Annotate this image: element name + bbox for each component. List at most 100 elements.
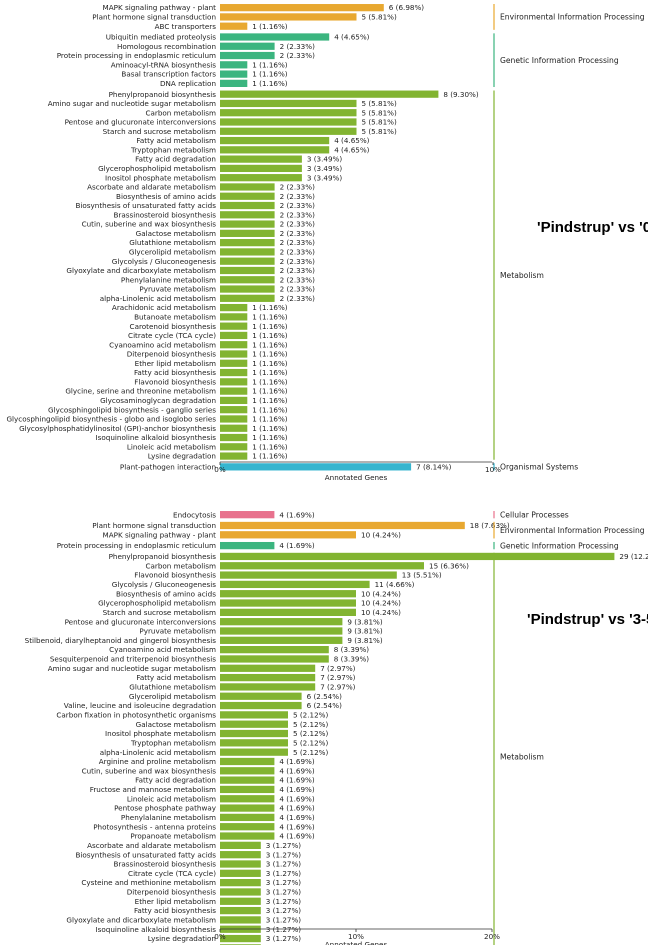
bar	[220, 655, 329, 663]
bar	[220, 220, 275, 228]
category-label: Glyoxylate and dicarboxylate metabolism	[66, 916, 216, 925]
bar	[220, 359, 248, 367]
data-label: 3 (1.27%)	[266, 906, 301, 915]
data-label: 1 (1.16%)	[252, 377, 287, 386]
data-label: 2 (2.33%)	[280, 285, 315, 294]
data-label: 2 (2.33%)	[280, 220, 315, 229]
bar	[220, 127, 357, 135]
category-label: Citrate cycle (TCA cycle)	[128, 869, 216, 878]
category-label: Lysine degradation	[148, 452, 216, 461]
data-label: 2 (2.33%)	[280, 183, 315, 192]
category-label: Linoleic acid metabolism	[127, 794, 216, 803]
bar	[220, 776, 275, 784]
category-label: Diterpenoid biosynthesis	[127, 350, 217, 359]
bar	[220, 897, 261, 905]
category-label: Valine, leucine and isoleucine degradati…	[64, 701, 216, 710]
category-label: Propanoate metabolism	[130, 832, 216, 841]
category-label: Phenylalanine metabolism	[121, 275, 216, 284]
data-label: 4 (1.69%)	[279, 757, 314, 766]
bar	[220, 934, 261, 943]
data-label: 9 (3.81%)	[347, 636, 382, 645]
data-label: 1 (1.16%)	[252, 322, 287, 331]
bar	[220, 350, 248, 358]
bar	[220, 70, 248, 78]
category-label: Pentose phosphate pathway	[114, 804, 217, 813]
category-label: Plant hormone signal transduction	[92, 521, 216, 530]
category-label: Ubiquitin mediated proteolysis	[106, 33, 216, 42]
bar	[220, 590, 356, 598]
data-label: 2 (2.33%)	[280, 210, 315, 219]
category-label: Diterpenoid biosynthesis	[127, 888, 217, 897]
category-label: Ether lipid metabolism	[135, 897, 216, 906]
data-label: 1 (1.16%)	[252, 368, 287, 377]
bar	[220, 285, 275, 293]
category-label: MAPK signaling pathway - plant	[103, 530, 217, 539]
category-label: Stilbenoid, diarylheptanoid and gingerol…	[25, 636, 217, 645]
data-label: 2 (2.33%)	[280, 257, 315, 266]
category-label: Lysine degradation	[148, 934, 216, 943]
bar	[220, 851, 261, 859]
data-label: 3 (1.27%)	[266, 916, 301, 925]
bar	[220, 61, 248, 69]
category-label: Ascorbate and aldarate metabolism	[87, 183, 216, 192]
category-label: Fatty acid biosynthesis	[134, 368, 216, 377]
bar	[220, 322, 248, 330]
category-label: Pyruvate metabolism	[139, 285, 216, 294]
bar	[220, 521, 465, 530]
bar	[220, 879, 261, 887]
bar	[220, 164, 302, 173]
bar	[220, 452, 248, 460]
category-label: Plant-pathogen interaction	[120, 462, 216, 471]
data-label: 3 (1.27%)	[266, 943, 301, 945]
chart-title: 'Pindstrup' vs '0-3'	[537, 219, 648, 236]
data-label: 5 (2.12%)	[293, 710, 328, 719]
bar	[220, 618, 343, 626]
category-label: Phenylpropanoid biosynthesis	[109, 552, 217, 561]
category-label: Cutin, suberine and wax biosynthesis	[82, 220, 217, 229]
category-label: ABC transporters	[155, 22, 217, 31]
bar	[220, 22, 248, 30]
category-label: Carbon fixation in photosynthetic organi…	[56, 710, 216, 719]
bar	[220, 562, 424, 570]
bar	[220, 443, 248, 451]
category-label: Biosynthesis of unsaturated fatty acids	[75, 201, 216, 210]
bar	[220, 174, 302, 182]
bar	[220, 79, 248, 87]
category-name: Environmental Information Processing	[500, 526, 645, 535]
data-label: 3 (1.27%)	[266, 841, 301, 850]
data-label: 1 (1.16%)	[252, 312, 287, 321]
category-label: alpha-Linolenic acid metabolism	[100, 748, 216, 757]
category-label: Cysteine and methionine metabolism	[81, 878, 216, 887]
data-label: 3 (1.27%)	[266, 860, 301, 869]
bar	[220, 804, 275, 812]
category-label: Basal transcription factors	[121, 70, 216, 79]
data-label: 1 (1.16%)	[252, 396, 287, 405]
bar	[220, 313, 248, 321]
data-label: 7 (8.14%)	[416, 462, 451, 471]
bar	[220, 99, 357, 108]
category-label: Arginine and proline metabolism	[99, 757, 216, 766]
category-label: Carbon metabolism	[145, 108, 216, 117]
bar	[220, 571, 397, 579]
bar	[220, 841, 261, 849]
category-name: Metabolism	[500, 271, 544, 280]
data-label: 4 (4.65%)	[334, 145, 369, 154]
data-label: 3 (3.49%)	[307, 173, 342, 182]
bar	[220, 146, 330, 154]
data-label: 3 (1.27%)	[266, 850, 301, 859]
data-label: 5 (5.81%)	[362, 108, 397, 117]
category-label: Sesquiterpenoid and triterpenoid biosynt…	[50, 655, 216, 664]
category-label: Glycine, serine and threonine metabolism	[65, 387, 216, 396]
data-label: 4 (1.69%)	[279, 794, 314, 803]
data-label: 1 (1.16%)	[252, 303, 287, 312]
data-label: 3 (1.27%)	[266, 934, 301, 943]
data-label: 10 (4.24%)	[361, 530, 401, 539]
category-label: Glycerolipid metabolism	[129, 692, 216, 701]
x-tick-label: 20%	[484, 932, 500, 941]
chart-title: 'Pindstrup' vs '3-5'	[527, 611, 648, 628]
bar	[220, 692, 302, 700]
data-label: 1 (1.16%)	[252, 415, 287, 424]
category-label: Endocytosis	[173, 510, 216, 519]
category-label: Fructose and mannose metabolism	[90, 785, 216, 794]
category-label: Starch and sucrose metabolism	[103, 127, 216, 136]
